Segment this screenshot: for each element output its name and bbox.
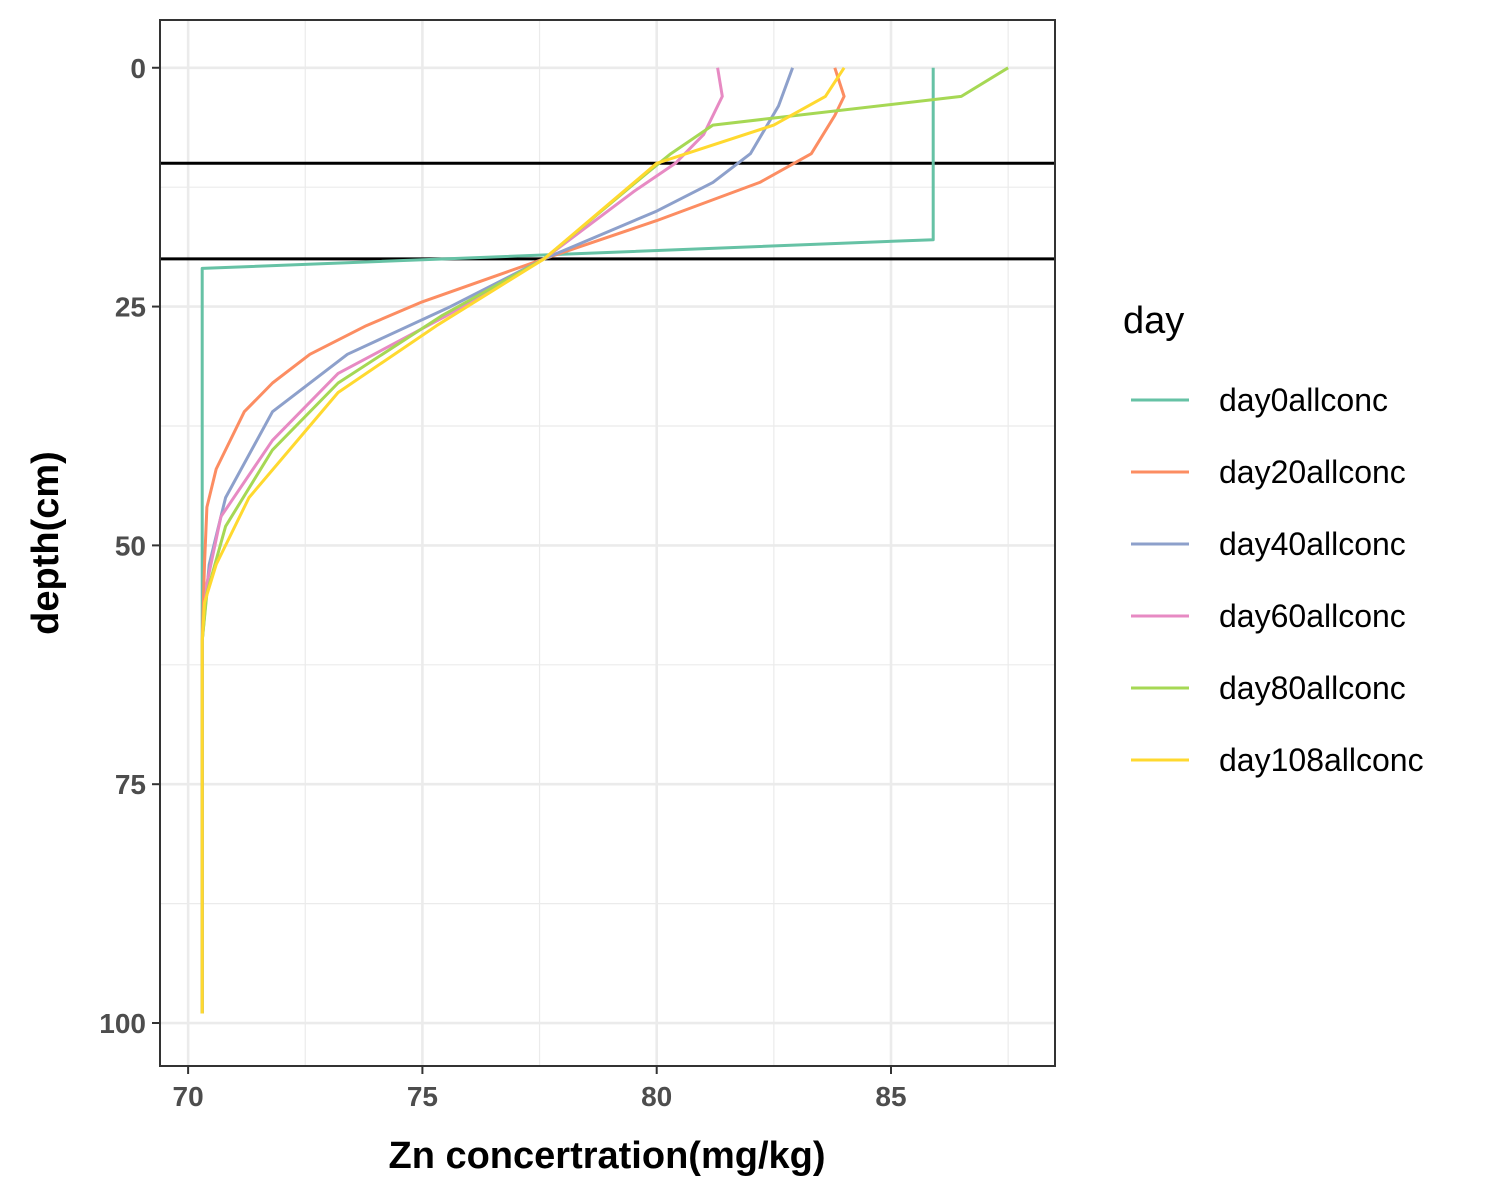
plot-panel [160,20,1055,1066]
major-grid [160,20,1055,1066]
legend-label-day40allconc: day40allconc [1219,526,1406,562]
y-tick-label: 100 [99,1008,146,1039]
x-axis-title: Zn concertration(mg/kg) [388,1135,825,1177]
x-axis-ticks: 70 75 80 85 [173,1066,907,1112]
legend-label-day60allconc: day60allconc [1219,598,1406,634]
series-line-day20allconc [200,67,846,1014]
plot-border [159,19,1056,1067]
legend-label-day108allconc: day108allconc [1219,742,1424,778]
series-lines [200,66,1009,1014]
legend-label-day80allconc: day80allconc [1219,670,1406,706]
x-tick-label: 80 [641,1081,672,1112]
y-axis-title: depth(cm) [25,451,67,635]
legend-label-day20allconc: day20allconc [1219,454,1406,490]
y-tick-label: 0 [130,53,146,84]
series-line-day108allconc [200,66,846,1014]
y-tick-label: 75 [115,769,146,800]
legend: day day0allconc day20allconc day40allconc d… [1123,300,1424,778]
series-line-day60allconc [200,67,724,1014]
legend-label-day0allconc: day0allconc [1219,382,1388,418]
x-tick-label: 85 [875,1081,906,1112]
reference-lines [160,161,1055,261]
y-tick-label: 25 [115,292,146,323]
legend-title: day [1123,300,1184,342]
x-tick-label: 70 [173,1081,204,1112]
y-tick-label: 50 [115,530,146,561]
series-line-day40allconc [200,67,795,1014]
x-tick-label: 75 [407,1081,438,1112]
y-axis-ticks: 0 25 50 75 100 [99,53,160,1039]
